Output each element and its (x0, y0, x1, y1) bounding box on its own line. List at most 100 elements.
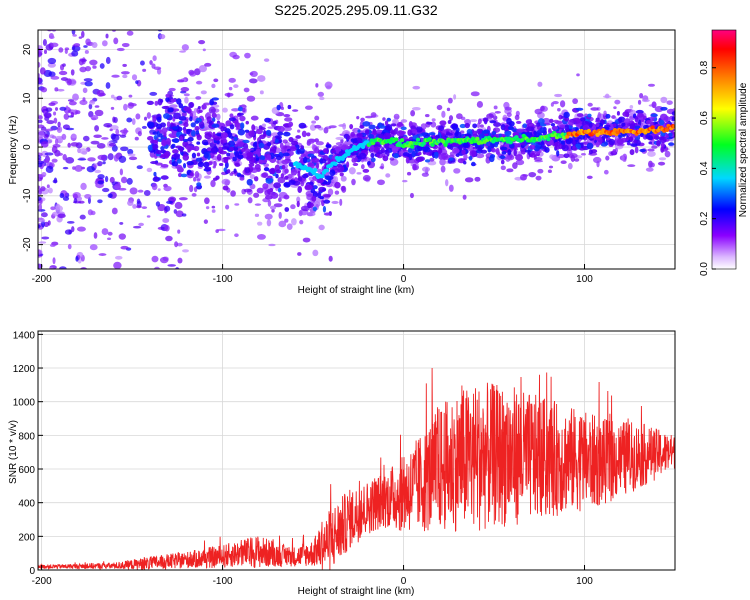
spectrogram-cell (107, 231, 113, 236)
spectrogram-cell (626, 141, 631, 146)
spectrogram-cell (346, 161, 350, 169)
spectrogram-y-tick-label: 10 (22, 92, 33, 104)
spectrogram-cell (411, 107, 421, 111)
spectrogram-cell (38, 50, 42, 58)
spectrogram-cell (471, 161, 476, 167)
spectrogram-cell (389, 157, 395, 161)
spectrogram-cell (486, 113, 494, 119)
spectrogram-cell (563, 116, 570, 122)
spectrogram-cell (118, 155, 127, 163)
spectrogram-cell (186, 161, 194, 166)
spectrogram-cell (219, 150, 228, 155)
spectrogram-cell (336, 165, 345, 173)
spectrogram-cell (226, 169, 231, 174)
spectrogram-cell (113, 261, 122, 269)
spectrogram-cell (106, 23, 113, 26)
spectrogram-cell (431, 118, 436, 122)
spectrogram-cell (127, 148, 134, 155)
spectrogram-cell (71, 50, 79, 57)
spectrogram-cell (296, 196, 301, 203)
spectrogram-cell (272, 120, 278, 125)
spectrogram-cell (94, 169, 101, 174)
spectrogram-cell (174, 201, 183, 209)
spectrogram-cell (155, 149, 163, 155)
spectrogram-cell (131, 74, 138, 81)
spectrogram-cell (274, 138, 279, 144)
spectrogram-cell (469, 119, 478, 123)
spectrogram-cell (243, 188, 252, 193)
spectrogram-cell (578, 134, 586, 140)
spectrogram-cell (316, 179, 324, 184)
spectrogram-cell (180, 87, 190, 92)
spectrogram-cell (43, 158, 50, 164)
spectrogram-cell (275, 169, 282, 174)
spectrogram-cell (89, 100, 96, 105)
spectrogram-cell (334, 190, 340, 195)
spectrogram-cell (629, 104, 634, 109)
spectrogram-cell (618, 134, 622, 139)
spectrogram-cell (440, 165, 446, 173)
spectrogram-cell (421, 166, 431, 172)
spectrogram-cell (59, 106, 67, 111)
spectrogram-cell (297, 252, 302, 256)
spectrogram-cell (111, 74, 120, 78)
spectrogram-cell (39, 16, 42, 23)
spectrogram-cell (94, 109, 104, 117)
spectrogram-cell (246, 155, 254, 162)
spectrogram-cell (196, 141, 201, 145)
spectrogram-cell (176, 158, 182, 164)
snr-panel: -200 -100 0 100 0 200 400 600 800 1000 1200 1400 H… (8, 330, 676, 597)
spectrogram-cell (108, 143, 117, 147)
spectrogram-cell (544, 147, 550, 153)
snr-x-tick-label: -200 (32, 576, 52, 587)
spectrogram-cell (107, 153, 114, 161)
spectrogram-cell (132, 10, 135, 16)
spectrogram-cell (612, 123, 617, 128)
spectrogram-cell (110, 133, 116, 140)
spectrogram-cell (391, 147, 398, 152)
spectrogram-cell (394, 127, 399, 132)
spectrogram-cell (38, 61, 41, 68)
spectrogram-cell (420, 123, 427, 130)
spectrogram-cell (618, 117, 623, 124)
spectrogram-cell (69, 272, 76, 277)
spectrogram-cell (126, 117, 133, 123)
spectrogram-cell (536, 122, 541, 127)
spectrogram-cell (464, 133, 472, 137)
spectrogram-cell (255, 158, 260, 162)
snr-y-tick-label: 200 (18, 532, 35, 543)
spectrogram-cell (351, 178, 356, 186)
spectrogram-cell (173, 138, 180, 144)
spectrogram-cell (622, 111, 630, 117)
spectrogram-cell (324, 175, 332, 181)
spectrogram-y-ticks: 20 10 0 -10 -20 (22, 44, 43, 252)
spectrogram-cell (415, 156, 424, 163)
spectrogram-cell (194, 171, 200, 179)
spectrogram-cell (237, 112, 244, 116)
spectrogram-cell (286, 183, 291, 188)
spectrogram-cell (301, 130, 307, 138)
spectrogram-cell (267, 126, 275, 129)
spectrogram-cell (59, 192, 65, 199)
spectrogram-cell (41, 212, 48, 218)
colorbar-label: Normalized spectral amplitude (738, 82, 749, 217)
spectrogram-cell (42, 39, 47, 46)
spectrogram-cell (40, 186, 46, 192)
spectrogram-cell (158, 133, 163, 138)
spectrogram-cell (75, 255, 79, 262)
spectrogram-cell (412, 163, 417, 171)
spectrogram-cell (126, 30, 134, 36)
spectrogram-cell (300, 153, 307, 158)
spectrogram-cell (204, 133, 212, 140)
colorbar-tick-label: 0.6 (699, 111, 710, 125)
spectrogram-cell (48, 102, 56, 107)
spectrogram-cell (79, 214, 86, 220)
spectrogram-cell (466, 128, 473, 135)
spectrogram-cell (357, 129, 361, 133)
spectrogram-cell (406, 171, 412, 176)
spectrogram-cell (154, 100, 159, 106)
spectrogram-cell (52, 257, 56, 265)
spectrogram-cell (311, 195, 317, 202)
spectrogram-cell (83, 78, 93, 82)
spectrogram-cell (81, 30, 85, 38)
